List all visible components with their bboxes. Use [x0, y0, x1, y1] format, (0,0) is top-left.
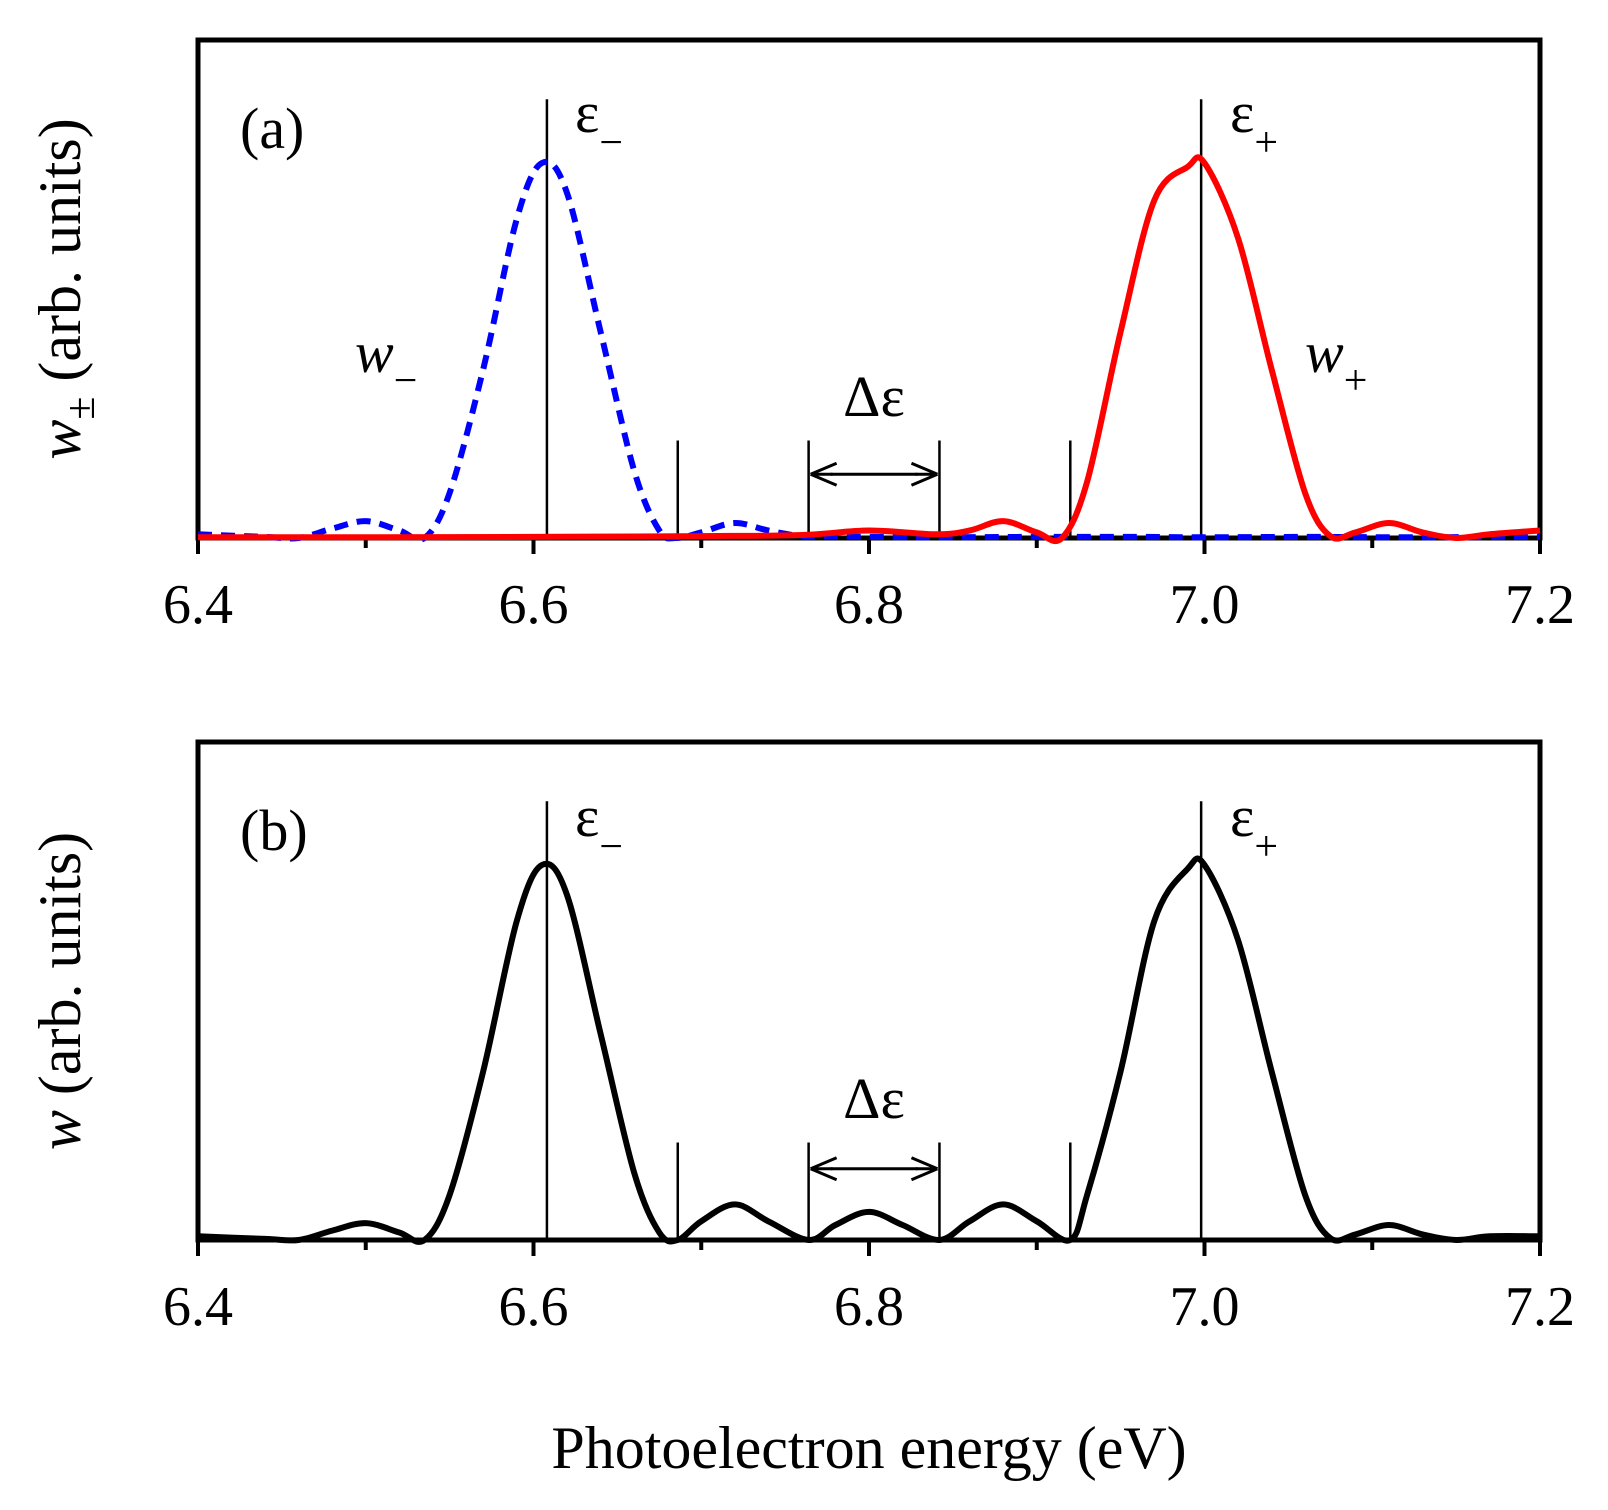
panel-b-eps-plus: ε+ [1230, 784, 1278, 870]
series-line-solid [198, 154, 1541, 545]
x-tick-label: 7.0 [1170, 574, 1240, 636]
panel-b-series [197, 855, 1541, 1245]
panel-a-eps-minus: ε− [575, 80, 623, 166]
x-tick-label: 6.8 [834, 1276, 904, 1338]
panel-b-x-ticks: 6.4 6.6 6.8 7.0 7.2 [163, 1240, 1575, 1338]
panel-a-label: (a) [240, 96, 304, 161]
panel-a-delta-eps: Δε [843, 364, 905, 429]
x-tick-label: 6.6 [499, 1276, 569, 1338]
panel-a-series [197, 154, 1541, 545]
series-line-solid [197, 855, 1541, 1245]
panel-b-delta-arrow [810, 1156, 939, 1182]
arrow-head-left [810, 461, 838, 487]
x-tick-label: 6.6 [499, 574, 569, 636]
panel-b-eps-minus: ε− [575, 784, 623, 870]
x-tick-label: 7.2 [1505, 574, 1575, 636]
arrow-head-right [910, 1156, 939, 1182]
arrow-head-left [810, 1156, 838, 1182]
panel-b-delta-eps: Δε [843, 1066, 905, 1131]
panel-b-reference-lines [545, 801, 1203, 1240]
x-tick-label: 6.4 [163, 574, 233, 636]
x-tick-label: 7.0 [1170, 1276, 1240, 1338]
panel-a-w-minus-label: w− [355, 320, 417, 404]
arrow-head-right [910, 461, 939, 487]
panel-b-y-axis-title: w (arb. units) [27, 832, 93, 1150]
panel-a-w-plus-label: w+ [1305, 320, 1367, 404]
x-tick-label: 6.8 [834, 574, 904, 636]
panel-b-label: (b) [240, 798, 308, 863]
panel-b: 6.4 6.6 6.8 7.0 7.2 (b) ε− ε+ Δε w (arb. uni… [27, 739, 1575, 1481]
x-axis-title: Photoelectron energy (eV) [551, 1415, 1186, 1481]
x-tick-label: 7.2 [1505, 1276, 1575, 1338]
panel-a-eps-plus: ε+ [1230, 80, 1278, 166]
panel-a-x-ticks: 6.4 6.6 6.8 7.0 7.2 [163, 538, 1575, 636]
panel-a-y-axis-title: w± (arb. units) [27, 118, 104, 459]
x-tick-label: 6.4 [163, 1276, 233, 1338]
panel-a: 6.4 6.6 6.8 7.0 7.2 (a) ε− ε+ w− w+ Δε w± (a… [27, 37, 1575, 636]
panel-a-delta-arrow [810, 461, 939, 487]
series-line-dashed [197, 158, 1541, 543]
